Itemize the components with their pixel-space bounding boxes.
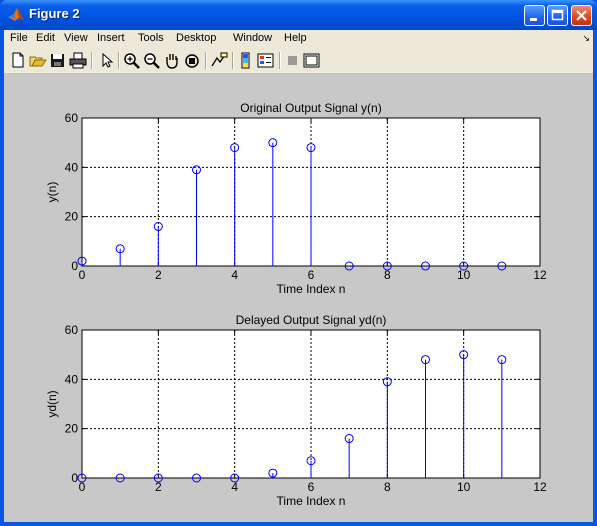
x-tick-label: 12 <box>533 480 547 494</box>
stem-marker <box>306 143 316 153</box>
menu-bar: File Edit View Insert Tools Desktop Wind… <box>4 30 593 48</box>
menu-edit[interactable]: Edit <box>36 32 55 44</box>
stem-marker <box>192 165 201 175</box>
x-tick-label: 4 <box>231 268 238 282</box>
x-tick-label: 0 <box>79 480 86 494</box>
stem-marker <box>344 434 354 444</box>
menu-desktop[interactable]: Desktop <box>176 32 217 44</box>
stem-marker <box>344 261 354 271</box>
menu-help[interactable]: Help <box>284 32 307 44</box>
x-tick-label: 12 <box>533 268 547 282</box>
y-tick-label: 20 <box>65 422 79 436</box>
y-tick-label: 0 <box>71 259 78 273</box>
maximize-button[interactable] <box>547 5 568 26</box>
stem-marker <box>421 355 430 365</box>
x-axis-label: Time Index n <box>277 282 346 296</box>
chevron-icon[interactable]: ↘ <box>582 33 590 43</box>
stem-marker <box>306 456 316 466</box>
close-button[interactable] <box>571 5 592 26</box>
y-tick-label: 0 <box>71 471 78 485</box>
stem-marker <box>77 473 87 483</box>
stem-marker <box>230 473 240 483</box>
toolbar-separator <box>118 52 120 69</box>
colorbar-icon[interactable] <box>237 52 255 69</box>
stem-marker <box>268 138 278 148</box>
axes-2: 0 2 4 6 8 10 12 0 20 40 60 Delayed Output Signal yd… <box>45 313 547 508</box>
axes-title: Original Output Signal y(n) <box>240 101 381 115</box>
close-icon <box>576 10 587 21</box>
print-icon[interactable] <box>69 52 87 69</box>
figure-canvas[interactable]: 0 2 4 6 8 10 12 0 20 40 60 Original Output Signal y… <box>4 74 593 522</box>
y-tick-label: 60 <box>65 323 79 337</box>
menu-window[interactable]: Window <box>233 32 273 44</box>
zoom-out-icon[interactable] <box>143 52 161 69</box>
menu-view[interactable]: View <box>64 32 88 44</box>
x-tick-label: 10 <box>457 268 471 282</box>
x-tick-label: 6 <box>308 480 315 494</box>
zoom-in-icon[interactable] <box>123 52 141 69</box>
stem-marker <box>230 143 240 153</box>
stem-marker <box>497 355 507 365</box>
x-tick-label: 4 <box>231 480 238 494</box>
x-axis-label: Time Index n <box>277 494 346 508</box>
new-figure-icon[interactable] <box>9 52 27 69</box>
stem-marker <box>77 256 87 266</box>
x-tick-label: 8 <box>384 268 391 282</box>
edit-plot-arrow-icon[interactable] <box>97 52 115 69</box>
pan-hand-icon[interactable] <box>163 52 181 69</box>
data-cursor-icon[interactable] <box>210 52 228 69</box>
matlab-logo-icon <box>7 6 25 24</box>
y-tick-label: 20 <box>65 210 79 224</box>
stem-marker <box>459 350 469 360</box>
axes-1: 0 2 4 6 8 10 12 0 20 40 60 Original Output Signal y… <box>45 101 547 296</box>
stem-marker <box>153 473 163 483</box>
minimize-button[interactable] <box>524 5 545 26</box>
rotate-3d-icon[interactable] <box>183 52 201 69</box>
legend-icon[interactable] <box>257 52 275 69</box>
stem-marker <box>497 261 507 271</box>
y-tick-label: 40 <box>65 372 79 386</box>
y-tick-label: 40 <box>65 160 79 174</box>
menu-file[interactable]: File <box>10 32 28 44</box>
save-icon[interactable] <box>49 52 67 69</box>
menu-tools[interactable]: Tools <box>138 32 164 44</box>
open-file-icon[interactable] <box>29 52 47 69</box>
axes-title: Delayed Output Signal yd(n) <box>236 313 387 327</box>
y-axis-label: yd(n) <box>45 390 59 417</box>
stem-marker <box>268 468 278 478</box>
maximize-icon <box>551 9 564 21</box>
x-tick-label: 2 <box>155 480 162 494</box>
stem-marker <box>382 377 392 387</box>
toolbar-separator <box>279 52 281 69</box>
menu-insert[interactable]: Insert <box>97 32 125 44</box>
stem-marker <box>153 222 163 232</box>
stem-marker <box>459 261 469 271</box>
hide-plot-tools-icon[interactable] <box>284 52 302 69</box>
x-tick-label: 2 <box>155 268 162 282</box>
window-title: Figure 2 <box>29 6 80 21</box>
x-tick-label: 6 <box>308 268 315 282</box>
figure-toolbar <box>4 48 593 74</box>
stem-marker <box>382 261 392 271</box>
stem-marker <box>115 244 125 254</box>
y-axis-label: y(n) <box>45 182 59 203</box>
x-tick-label: 10 <box>457 480 471 494</box>
x-tick-label: 8 <box>384 480 391 494</box>
window-client-area: File Edit View Insert Tools Desktop Wind… <box>4 30 593 522</box>
toolbar-separator <box>91 52 93 69</box>
stem-marker <box>421 261 430 271</box>
stem-marker <box>115 473 125 483</box>
stem-marker <box>192 473 201 483</box>
y-tick-label: 60 <box>65 111 79 125</box>
title-bar[interactable]: Figure 2 <box>0 0 597 30</box>
minimize-icon <box>530 18 537 21</box>
show-plot-tools-icon[interactable] <box>303 52 321 69</box>
x-tick-label: 0 <box>79 268 86 282</box>
toolbar-separator <box>232 52 234 69</box>
toolbar-separator <box>205 52 207 69</box>
